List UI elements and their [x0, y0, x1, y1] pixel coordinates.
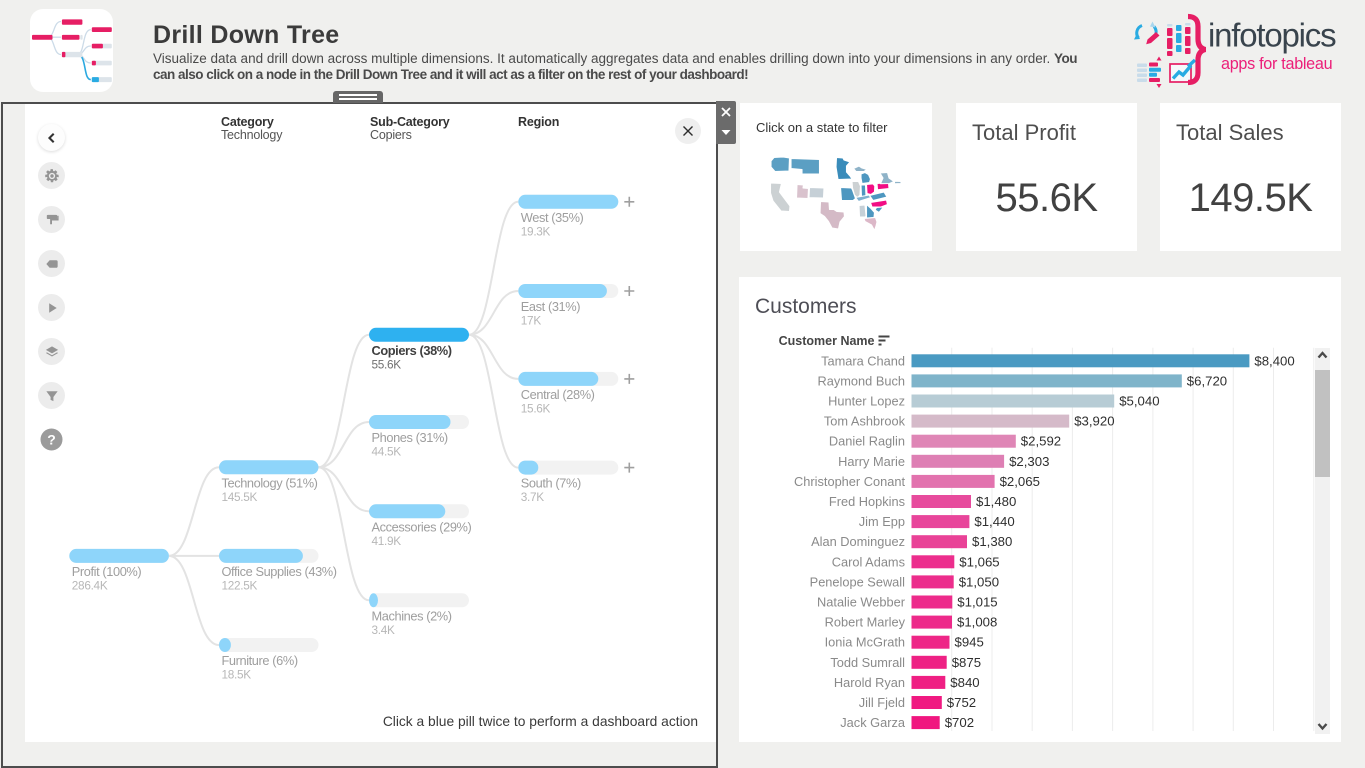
svg-text:$6,720: $6,720: [1187, 373, 1227, 388]
svg-text:3.4K: 3.4K: [372, 623, 395, 637]
svg-text:$840: $840: [950, 675, 979, 690]
svg-text:Machines (2%): Machines (2%): [372, 608, 452, 623]
svg-text:Fred Hopkins: Fred Hopkins: [829, 494, 905, 509]
svg-text:$2,303: $2,303: [1009, 454, 1049, 469]
svg-text:Natalie Webber: Natalie Webber: [817, 595, 906, 610]
svg-text:Customer Name: Customer Name: [779, 334, 875, 348]
svg-text:$702: $702: [945, 715, 974, 730]
svg-text:$1,015: $1,015: [957, 595, 997, 610]
svg-text:18.5K: 18.5K: [222, 668, 252, 682]
svg-text:$752: $752: [947, 695, 976, 710]
svg-text:41.9K: 41.9K: [372, 534, 402, 548]
svg-text:$2,065: $2,065: [1000, 474, 1040, 489]
svg-text:infotopics: infotopics: [1208, 17, 1336, 54]
svg-text:Hunter Lopez: Hunter Lopez: [828, 394, 905, 409]
svg-text:$1,440: $1,440: [974, 514, 1014, 529]
svg-text:$1,380: $1,380: [972, 534, 1012, 549]
svg-text:Harry Marie: Harry Marie: [838, 454, 905, 469]
svg-text:$1,050: $1,050: [959, 574, 999, 589]
svg-text:Ionia McGrath: Ionia McGrath: [825, 635, 905, 650]
svg-text:Copiers (38%): Copiers (38%): [372, 343, 452, 358]
svg-text:17K: 17K: [521, 314, 542, 328]
svg-text:$2,592: $2,592: [1021, 434, 1061, 449]
svg-text:286.4K: 286.4K: [72, 578, 108, 592]
svg-text:$1,008: $1,008: [957, 615, 997, 630]
svg-text:$945: $945: [955, 635, 984, 650]
svg-text:Tamara Chand: Tamara Chand: [821, 353, 905, 368]
svg-text:Harold Ryan: Harold Ryan: [834, 675, 905, 690]
svg-text:Accessories (29%): Accessories (29%): [372, 519, 472, 534]
svg-text:$1,480: $1,480: [976, 494, 1016, 509]
svg-text:$1,065: $1,065: [959, 554, 999, 569]
svg-text:West (35%): West (35%): [521, 210, 584, 225]
svg-text:Penelope Sewall: Penelope Sewall: [810, 574, 905, 589]
svg-text:apps for tableau: apps for tableau: [1221, 55, 1332, 73]
svg-text:122.5K: 122.5K: [222, 578, 258, 592]
svg-text:Technology (51%): Technology (51%): [222, 475, 318, 490]
svg-text:Alan Dominguez: Alan Dominguez: [811, 534, 905, 549]
svg-text:3.7K: 3.7K: [521, 490, 544, 504]
svg-text:Phones (31%): Phones (31%): [372, 430, 448, 445]
svg-text:Profit (100%): Profit (100%): [72, 564, 142, 579]
svg-text:Todd Sumrall: Todd Sumrall: [830, 655, 905, 670]
svg-text:East (31%): East (31%): [521, 299, 580, 314]
svg-text:$8,400: $8,400: [1254, 353, 1294, 368]
svg-text:?: ?: [47, 432, 56, 448]
svg-text:Raymond Buch: Raymond Buch: [818, 373, 906, 388]
svg-text:15.6K: 15.6K: [521, 401, 551, 415]
svg-text:44.5K: 44.5K: [372, 445, 402, 459]
svg-text:Carol Adams: Carol Adams: [832, 554, 905, 569]
svg-text:145.5K: 145.5K: [222, 490, 258, 504]
svg-text:$5,040: $5,040: [1119, 394, 1159, 409]
svg-text:$3,920: $3,920: [1074, 414, 1114, 429]
svg-text:Furniture (6%): Furniture (6%): [222, 653, 298, 668]
svg-text:19.3K: 19.3K: [521, 224, 551, 238]
svg-text:Daniel Raglin: Daniel Raglin: [829, 434, 905, 449]
svg-text:Jim Epp: Jim Epp: [859, 514, 905, 529]
svg-text:Office Supplies (43%): Office Supplies (43%): [222, 564, 337, 579]
svg-text:Jill Fjeld: Jill Fjeld: [859, 695, 905, 710]
svg-text:$875: $875: [952, 655, 981, 670]
svg-text:Central (28%): Central (28%): [521, 387, 595, 402]
svg-text:Robert Marley: Robert Marley: [825, 615, 906, 630]
svg-text:Christopher Conant: Christopher Conant: [794, 474, 905, 489]
svg-text:Jack Garza: Jack Garza: [840, 715, 906, 730]
svg-text:55.6K: 55.6K: [372, 357, 402, 371]
svg-text:South (7%): South (7%): [521, 476, 581, 491]
svg-text:Tom Ashbrook: Tom Ashbrook: [824, 414, 906, 429]
